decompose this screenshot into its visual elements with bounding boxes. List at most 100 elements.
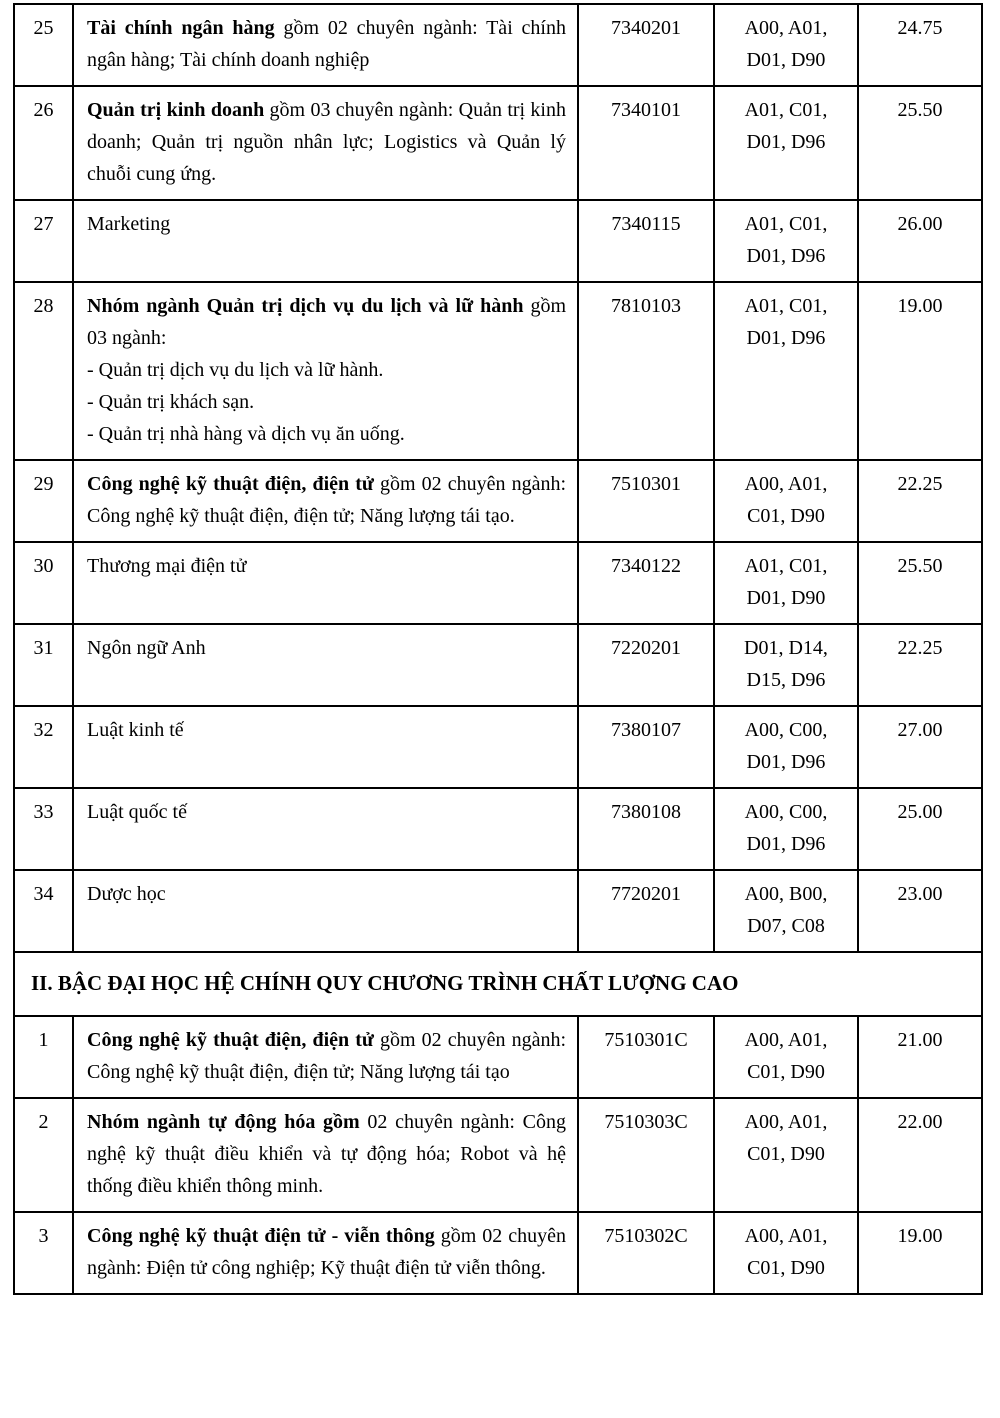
score: 27.00: [857, 705, 983, 789]
score: 25.50: [857, 541, 983, 625]
table-row: 29 Công nghệ kỹ thuật điện, điện tử gồm …: [13, 459, 983, 543]
major-name-rest: Thương mại điện tử: [87, 555, 247, 577]
major-name-bold: Nhóm ngành Quản trị dịch vụ du lịch và l…: [87, 295, 524, 317]
row-number: 27: [13, 199, 74, 283]
subject-combinations: A00, B00, D07, C08: [713, 869, 859, 953]
major-name: Công nghệ kỹ thuật điện tử - viễn thông …: [72, 1210, 579, 1295]
major-name-rest: gồm 02 chuyên ngành: Điện tử công nghiệp…: [87, 1224, 567, 1279]
major-name-rest: 02 chuyên ngành: Công nghệ kỹ thuật điều…: [87, 1110, 566, 1197]
subject-combinations: D01, D14, D15, D96: [713, 623, 859, 707]
subject-combinations: A00, A01, C01, D90: [713, 1210, 859, 1295]
row-number: 2: [13, 1096, 74, 1213]
row-number: 3: [13, 1210, 74, 1295]
table-row: 31 Ngôn ngữ Anh 7220201 D01, D14, D15, D…: [13, 623, 983, 707]
table-row: 3 Công nghệ kỹ thuật điện tử - viễn thôn…: [13, 1210, 983, 1295]
table-row: 30 Thương mại điện tử 7340122 A01, C01, …: [13, 541, 983, 625]
major-name-bold: Tài chính ngân hàng: [87, 17, 275, 39]
row-number: 25: [13, 3, 74, 87]
score: 22.25: [857, 623, 983, 707]
subject-combinations: A00, C00, D01, D96: [713, 705, 859, 789]
major-name: Luật quốc tế: [72, 787, 579, 871]
major-name: Ngôn ngữ Anh: [72, 623, 579, 707]
major-code: 7220201: [577, 623, 715, 707]
major-code: 7510301: [577, 459, 715, 543]
subject-combinations: A00, A01, C01, D90: [713, 459, 859, 543]
major-name: Nhóm ngành Quản trị dịch vụ du lịch và l…: [72, 281, 579, 461]
major-name: Thương mại điện tử: [72, 541, 579, 625]
row-number: 1: [13, 1014, 74, 1099]
subject-combinations: A00, A01, D01, D90: [713, 3, 859, 87]
score: 23.00: [857, 869, 983, 953]
table-row: 27 Marketing 7340115 A01, C01, D01, D96 …: [13, 199, 983, 283]
major-code: 7340122: [577, 541, 715, 625]
score: 24.75: [857, 3, 983, 87]
row-number: 32: [13, 705, 74, 789]
major-code: 7510302C: [577, 1210, 715, 1295]
major-code: 7380108: [577, 787, 715, 871]
table-row: 33 Luật quốc tế 7380108 A00, C00, D01, D…: [13, 787, 983, 871]
table-body: 25 Tài chính ngân hàng gồm 02 chuyên ngà…: [13, 3, 983, 1295]
major-code: 7340101: [577, 85, 715, 201]
subject-combinations: A00, A01, C01, D90: [713, 1014, 859, 1099]
row-number: 31: [13, 623, 74, 707]
score: 19.00: [857, 1210, 983, 1295]
subject-combinations: A00, C00, D01, D96: [713, 787, 859, 871]
major-name-rest: gồm 03 ngành: - Quản trị dịch vụ du lịch…: [87, 295, 566, 445]
row-number: 26: [13, 85, 74, 201]
section-header-text: II. BẬC ĐẠI HỌC HỆ CHÍNH QUY CHƯƠNG TRÌN…: [13, 951, 983, 1017]
major-name-rest: Dược học: [87, 883, 166, 905]
major-name-rest: gồm 02 chuyên ngành: Tài chính ngân hàng…: [87, 17, 566, 71]
major-name-rest: Marketing: [87, 213, 171, 235]
major-name: Tài chính ngân hàng gồm 02 chuyên ngành:…: [72, 3, 579, 87]
major-name-rest: Luật kinh tế: [87, 719, 184, 741]
score: 22.00: [857, 1096, 983, 1213]
subject-combinations: A01, C01, D01, D96: [713, 199, 859, 283]
row-number: 34: [13, 869, 74, 953]
major-name: Luật kinh tế: [72, 705, 579, 789]
major-name-rest: gồm 02 chuyên ngành: Công nghệ kỹ thuật …: [87, 1028, 567, 1083]
table-row: 32 Luật kinh tế 7380107 A00, C00, D01, D…: [13, 705, 983, 789]
table-row: 26 Quản trị kinh doanh gồm 03 chuyên ngà…: [13, 85, 983, 201]
score: 26.00: [857, 199, 983, 283]
table-row: 28 Nhóm ngành Quản trị dịch vụ du lịch v…: [13, 281, 983, 461]
major-code: 7340201: [577, 3, 715, 87]
major-name-rest: gồm 03 chuyên ngành: Quản trị kinh doanh…: [87, 99, 566, 185]
major-name-bold: Quản trị kinh doanh: [87, 99, 265, 121]
major-name-bold: Công nghệ kỹ thuật điện, điện tử: [87, 473, 374, 495]
major-code: 7380107: [577, 705, 715, 789]
row-number: 29: [13, 459, 74, 543]
score: 22.25: [857, 459, 983, 543]
major-name-rest: Ngôn ngữ Anh: [87, 637, 206, 659]
major-code: 7510301C: [577, 1014, 715, 1099]
table-row: 25 Tài chính ngân hàng gồm 02 chuyên ngà…: [13, 3, 983, 87]
major-name: Công nghệ kỹ thuật điện, điện tử gồm 02 …: [72, 459, 579, 543]
score: 21.00: [857, 1014, 983, 1099]
score: 19.00: [857, 281, 983, 461]
row-number: 30: [13, 541, 74, 625]
major-name: Dược học: [72, 869, 579, 953]
major-name: Nhóm ngành tự động hóa gồm 02 chuyên ngà…: [72, 1096, 579, 1213]
subject-combinations: A01, C01, D01, D96: [713, 85, 859, 201]
row-number: 33: [13, 787, 74, 871]
table-row: 34 Dược học 7720201 A00, B00, D07, C08 2…: [13, 869, 983, 953]
table-row: 2 Nhóm ngành tự động hóa gồm 02 chuyên n…: [13, 1096, 983, 1213]
major-name-bold: Công nghệ kỹ thuật điện tử - viễn thông: [87, 1224, 435, 1247]
admission-score-table: 25 Tài chính ngân hàng gồm 02 chuyên ngà…: [13, 3, 983, 1295]
major-code: 7510303C: [577, 1096, 715, 1213]
subject-combinations: A00, A01, C01, D90: [713, 1096, 859, 1213]
major-name: Công nghệ kỹ thuật điện, điện tử gồm 02 …: [72, 1014, 579, 1099]
subject-combinations: A01, C01, D01, D96: [713, 281, 859, 461]
major-name: Marketing: [72, 199, 579, 283]
major-code: 7340115: [577, 199, 715, 283]
major-name-rest: gồm 02 chuyên ngành: Công nghệ kỹ thuật …: [87, 473, 567, 527]
major-name: Quản trị kinh doanh gồm 03 chuyên ngành:…: [72, 85, 579, 201]
subject-combinations: A01, C01, D01, D90: [713, 541, 859, 625]
major-code: 7720201: [577, 869, 715, 953]
major-name-bold: Công nghệ kỹ thuật điện, điện tử: [87, 1028, 374, 1051]
section-header-row: II. BẬC ĐẠI HỌC HỆ CHÍNH QUY CHƯƠNG TRÌN…: [13, 951, 983, 1017]
row-number: 28: [13, 281, 74, 461]
score: 25.50: [857, 85, 983, 201]
score: 25.00: [857, 787, 983, 871]
major-code: 7810103: [577, 281, 715, 461]
